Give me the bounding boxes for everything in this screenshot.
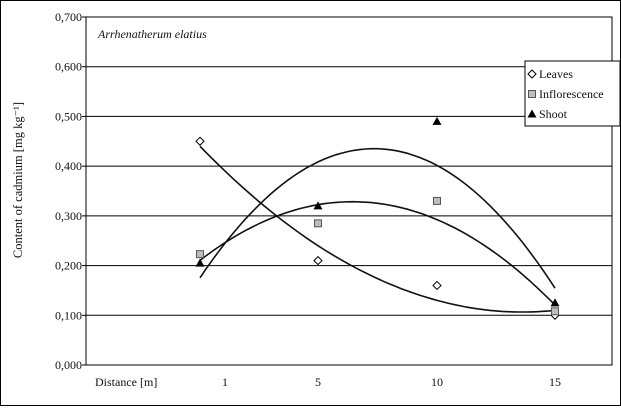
- data-point-shoot: [527, 109, 537, 118]
- data-point-leaves: [313, 255, 323, 266]
- y-tick-label: 0,600: [55, 60, 82, 74]
- y-tick-label: 0,400: [55, 159, 82, 173]
- legend-box: [524, 60, 621, 127]
- data-point-inflorescence: [528, 90, 536, 98]
- y-tick-label: 0,000: [55, 358, 82, 372]
- data-point-shoot: [550, 298, 560, 307]
- x-tick-label: 15: [549, 375, 561, 389]
- data-point-inflorescence: [196, 250, 204, 259]
- data-point-leaves: [195, 136, 205, 146]
- chart-title: Arrhenatherum elatius: [97, 27, 207, 41]
- trendline: [199, 147, 556, 289]
- y-tick-label: 0,500: [55, 109, 82, 123]
- y-tick-label: 0,700: [55, 10, 82, 24]
- legend-label: Shoot: [539, 107, 568, 121]
- trendline: [199, 200, 556, 306]
- trendline: [199, 145, 556, 313]
- x-tick-label: 1: [222, 375, 228, 389]
- data-point-inflorescence: [433, 196, 441, 205]
- x-tick-label: 10: [431, 375, 443, 389]
- data-point-inflorescence: [551, 307, 559, 316]
- x-tick-label: 5: [315, 375, 321, 389]
- data-point-leaves: [432, 280, 442, 291]
- data-point-shoot: [313, 201, 323, 210]
- legend-label: Inflorescence: [539, 87, 604, 101]
- y-tick-label: 0,300: [55, 209, 82, 223]
- data-point-shoot: [432, 116, 442, 125]
- legend-label: Leaves: [539, 67, 573, 81]
- y-tick-label: 0,200: [55, 259, 82, 273]
- data-point-shoot: [195, 258, 205, 267]
- plot-area: [85, 16, 613, 366]
- y-axis-label: Content of cadmium [mg kg⁻¹]: [11, 102, 25, 258]
- data-point-inflorescence: [314, 219, 322, 228]
- data-point-leaves: [527, 69, 537, 79]
- y-tick-label: 0,100: [55, 308, 82, 322]
- legend: Leaves Inflorescence Shoot: [524, 60, 621, 127]
- x-axis-label: Distance [m]: [95, 375, 157, 389]
